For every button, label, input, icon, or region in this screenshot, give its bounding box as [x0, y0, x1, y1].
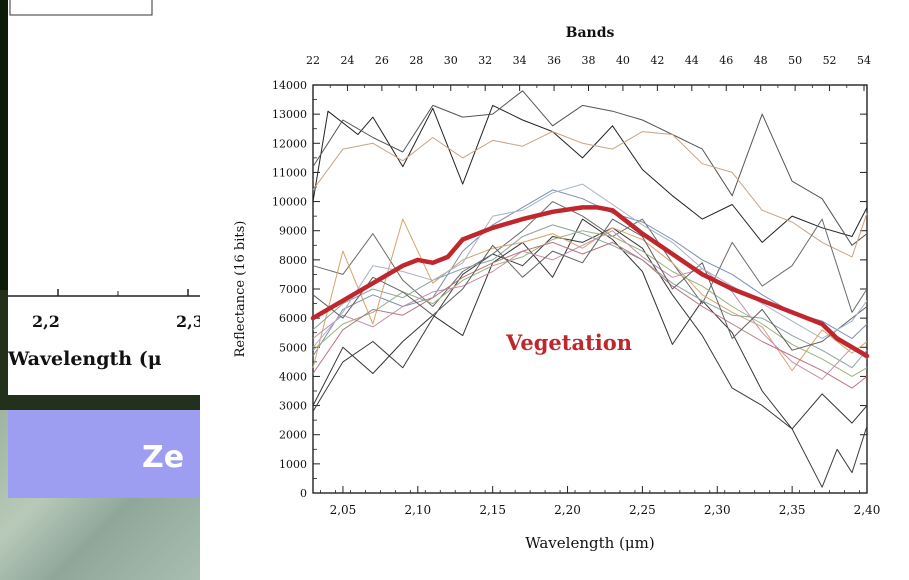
y-tick-label: 9000 [279, 225, 307, 238]
spectrum-line [312, 227, 868, 488]
y-tick-label: 13000 [272, 108, 307, 121]
band-tick-label: 48 [754, 54, 768, 67]
spectrum-line [312, 218, 868, 430]
y-tick-label: 11000 [272, 166, 307, 179]
band-tick-label: 32 [478, 54, 492, 67]
x-tick-label: 2,05 [330, 503, 357, 517]
inset-tick-label: 2,3 [176, 312, 204, 331]
y-tick-label: 6000 [279, 312, 307, 325]
inset-x-axis-label: Wavelength (μ [8, 348, 162, 370]
title-banner [8, 410, 200, 498]
spectrum-line [312, 230, 868, 380]
inset-plot [8, 0, 200, 395]
y-tick-label: 0 [300, 487, 307, 500]
band-tick-label: 50 [788, 54, 802, 67]
y-tick-label: 10000 [272, 196, 307, 209]
band-tick-label: 34 [513, 54, 527, 67]
spectrum-line [312, 104, 868, 243]
y-tick-label: 12000 [272, 137, 307, 150]
spectrum-line [312, 230, 868, 377]
vegetation-line [310, 205, 870, 359]
band-tick-label: 54 [857, 54, 871, 67]
band-tick-label: 36 [547, 54, 561, 67]
y-tick-label: 14000 [272, 79, 307, 92]
y-tick-label: 4000 [279, 370, 307, 383]
spectrum-line [312, 90, 868, 246]
spectrum-line [312, 201, 868, 313]
band-tick-label: 24 [340, 54, 354, 67]
spectra-chart: 0 1000 2000 3000 4000 5000 6000 7000 8000 9000 100… [233, 25, 881, 552]
x-tick-label: 2,30 [704, 503, 731, 517]
chart-panel: 0 1000 2000 3000 4000 5000 6000 7000 8000 9000 100… [200, 0, 909, 580]
x-tick-label: 2,15 [479, 503, 506, 517]
y-tick-label: 8000 [279, 254, 307, 267]
band-tick-label: 22 [306, 54, 320, 67]
band-tick-label: 30 [444, 54, 458, 67]
x-tick-label: 2,35 [779, 503, 806, 517]
band-tick-label: 38 [582, 54, 596, 67]
banner-title: Ze [142, 440, 185, 475]
top-axis-label: Bands [566, 25, 615, 41]
x-tick-label: 2,40 [854, 503, 881, 517]
y-tick-label: 3000 [279, 400, 307, 413]
y-axis-label: Reflectance (16 bits) [233, 221, 248, 358]
y-tick-label: 5000 [279, 341, 307, 354]
band-tick-label: 42 [650, 54, 664, 67]
vegetation-annotation: Vegetation [505, 330, 632, 355]
y-tick-label: 2000 [279, 429, 307, 442]
inset-tick-label: 2,2 [32, 312, 60, 331]
spectrum-line [312, 183, 868, 348]
inset-legend-box [9, 0, 153, 16]
inset-axis-svg [8, 0, 200, 297]
band-tick-label: 40 [616, 54, 630, 67]
x-tick-label: 2,20 [554, 503, 581, 517]
band-tick-label: 28 [409, 54, 423, 67]
spectrum-line [312, 224, 868, 369]
band-tick-label: 26 [375, 54, 389, 67]
x-axis-label: Wavelength (μm) [525, 534, 654, 552]
spectrum-line [312, 241, 868, 389]
spectrum-line [312, 131, 868, 258]
band-tick-label: 44 [685, 54, 699, 67]
band-tick-label: 46 [719, 54, 733, 67]
x-tick-label: 2,10 [404, 503, 431, 517]
y-tick-label: 7000 [279, 283, 307, 296]
band-tick-label: 52 [823, 54, 837, 67]
spectrum-line [312, 218, 868, 351]
x-tick-label: 2,25 [629, 503, 656, 517]
y-tick-label: 1000 [279, 458, 307, 471]
